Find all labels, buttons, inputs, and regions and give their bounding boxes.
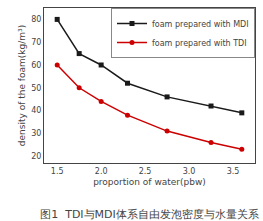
svg-text:80: 80 [31,15,41,24]
svg-text:density of the foam(kg/m³): density of the foam(kg/m³) [17,25,27,146]
svg-text:foam prepared with MDI: foam prepared with MDI [152,20,249,29]
svg-text:40: 40 [31,106,41,115]
svg-text:2.0: 2.0 [95,167,108,176]
svg-text:50: 50 [31,84,41,93]
svg-text:30: 30 [31,129,41,138]
svg-text:foam prepared with TDI: foam prepared with TDI [152,39,247,48]
svg-text:70: 70 [31,38,41,47]
svg-text:60: 60 [31,61,41,70]
svg-text:图1 TDI与MDI体系自由发泡密度与水量关系: 图1 TDI与MDI体系自由发泡密度与水量关系 [40,208,259,221]
svg-text:1.5: 1.5 [51,167,64,176]
svg-text:proportion of water(pbw): proportion of water(pbw) [93,177,206,187]
svg-text:20: 20 [31,152,41,161]
svg-text:2.5: 2.5 [139,167,152,176]
svg-text:3.0: 3.0 [183,167,196,176]
svg-text:3.5: 3.5 [227,167,240,176]
